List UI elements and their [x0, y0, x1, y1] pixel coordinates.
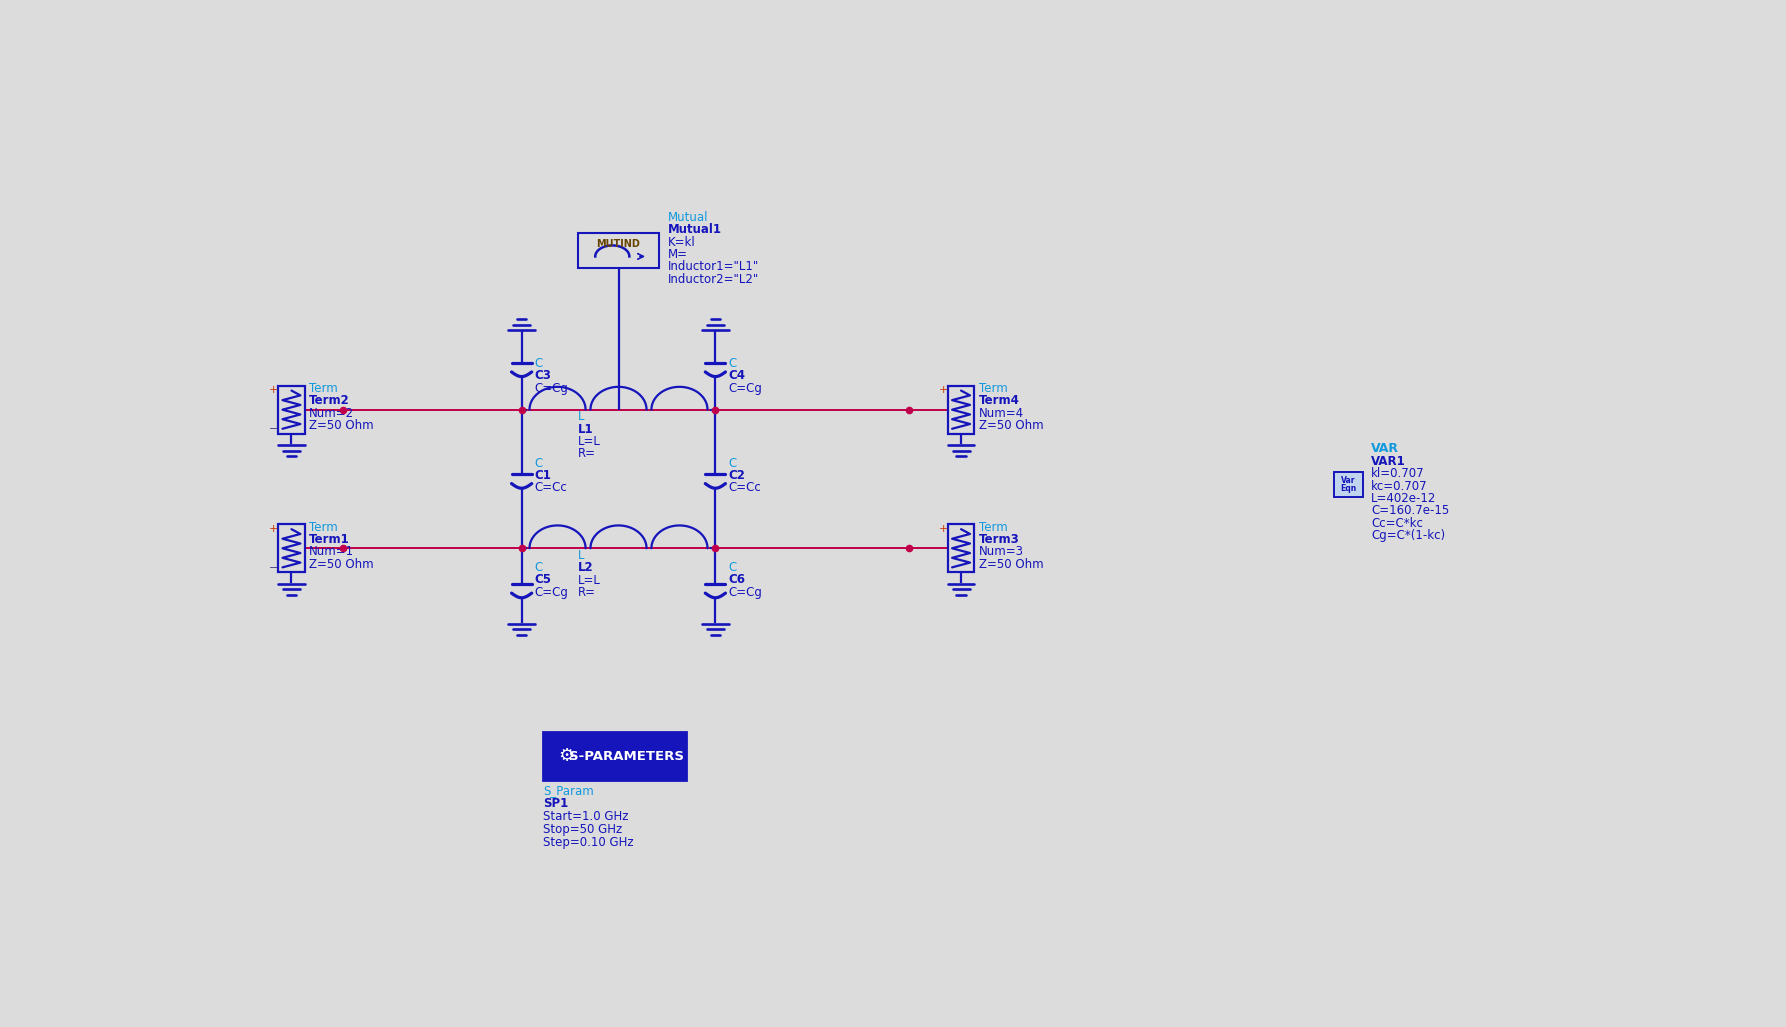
- Text: VAR: VAR: [1372, 442, 1398, 455]
- Text: Start=1.0 GHz: Start=1.0 GHz: [543, 810, 629, 823]
- Text: kl=0.707: kl=0.707: [1372, 467, 1425, 481]
- Text: Term1: Term1: [309, 533, 350, 546]
- Text: C3: C3: [534, 369, 552, 382]
- Text: +: +: [270, 524, 279, 534]
- Text: C: C: [534, 457, 543, 470]
- Text: M=: M=: [668, 248, 688, 261]
- Bar: [279, 525, 305, 572]
- Text: Inductor1="L1": Inductor1="L1": [668, 260, 759, 273]
- Text: +: +: [938, 524, 948, 534]
- Text: Z=50 Ohm: Z=50 Ohm: [309, 558, 373, 571]
- Text: kc=0.707: kc=0.707: [1372, 480, 1427, 493]
- Text: Term: Term: [309, 521, 338, 534]
- Text: Step=0.10 GHz: Step=0.10 GHz: [543, 836, 634, 849]
- Text: L=402e-12: L=402e-12: [1372, 492, 1436, 505]
- Text: Z=50 Ohm: Z=50 Ohm: [979, 558, 1043, 571]
- Bar: [579, 232, 659, 268]
- Text: Mutual1: Mutual1: [668, 223, 722, 236]
- Text: S-PARAMETERS: S-PARAMETERS: [568, 750, 684, 763]
- Text: Stop=50 GHz: Stop=50 GHz: [543, 824, 622, 836]
- Text: VAR1: VAR1: [1372, 455, 1406, 468]
- Text: Term2: Term2: [309, 394, 350, 408]
- Bar: [1334, 471, 1363, 497]
- Text: L1: L1: [579, 423, 593, 435]
- Text: C=160.7e-15: C=160.7e-15: [1372, 504, 1448, 518]
- Text: C=Cc: C=Cc: [534, 482, 568, 494]
- Text: Inductor2="L2": Inductor2="L2": [668, 272, 759, 286]
- Text: C: C: [729, 457, 738, 470]
- Text: Cc=C*kc: Cc=C*kc: [1372, 517, 1423, 530]
- Text: C: C: [534, 562, 543, 574]
- Text: MUTIND: MUTIND: [597, 239, 641, 250]
- Text: Z=50 Ohm: Z=50 Ohm: [309, 419, 373, 432]
- Text: Num=2: Num=2: [309, 407, 354, 420]
- Text: Term3: Term3: [979, 533, 1020, 546]
- Text: +: +: [270, 385, 279, 395]
- Text: R=: R=: [579, 586, 597, 599]
- Text: C: C: [729, 357, 738, 371]
- Bar: [279, 386, 305, 433]
- Text: L2: L2: [579, 562, 593, 574]
- Text: C4: C4: [729, 369, 745, 382]
- Text: Eqn: Eqn: [1341, 485, 1357, 494]
- Text: −: −: [270, 563, 279, 572]
- Text: SP1: SP1: [543, 797, 568, 810]
- Text: C5: C5: [534, 573, 552, 586]
- Text: C=Cg: C=Cg: [534, 586, 568, 599]
- Text: C=Cc: C=Cc: [729, 482, 761, 494]
- Bar: [948, 525, 973, 572]
- Text: Term: Term: [979, 382, 1007, 395]
- Text: Num=1: Num=1: [309, 545, 354, 559]
- Text: −: −: [270, 424, 279, 434]
- Text: Term: Term: [979, 521, 1007, 534]
- Text: Term: Term: [309, 382, 338, 395]
- Text: C=Cg: C=Cg: [534, 382, 568, 395]
- Text: Z=50 Ohm: Z=50 Ohm: [979, 419, 1043, 432]
- Text: L=L: L=L: [579, 574, 602, 586]
- Text: C1: C1: [534, 469, 552, 482]
- Text: Mutual: Mutual: [668, 211, 709, 224]
- Text: L: L: [579, 549, 584, 562]
- Text: S_Param: S_Param: [543, 784, 593, 797]
- Text: C=Cg: C=Cg: [729, 586, 763, 599]
- Text: L=L: L=L: [579, 435, 602, 448]
- Text: Var: Var: [1341, 477, 1356, 485]
- Bar: [948, 386, 973, 433]
- Text: C=Cg: C=Cg: [729, 382, 763, 395]
- Text: Num=3: Num=3: [979, 545, 1023, 559]
- Text: R=: R=: [579, 448, 597, 460]
- Text: Term4: Term4: [979, 394, 1020, 408]
- Text: C6: C6: [729, 573, 745, 586]
- Bar: [543, 732, 686, 781]
- Text: C: C: [534, 357, 543, 371]
- Text: K=kl: K=kl: [668, 235, 697, 249]
- Text: Cg=C*(1-kc): Cg=C*(1-kc): [1372, 529, 1445, 542]
- Text: ⚙: ⚙: [559, 748, 575, 765]
- Text: C: C: [729, 562, 738, 574]
- Text: L: L: [579, 411, 584, 423]
- Text: Num=4: Num=4: [979, 407, 1023, 420]
- Text: +: +: [938, 385, 948, 395]
- Text: C2: C2: [729, 469, 745, 482]
